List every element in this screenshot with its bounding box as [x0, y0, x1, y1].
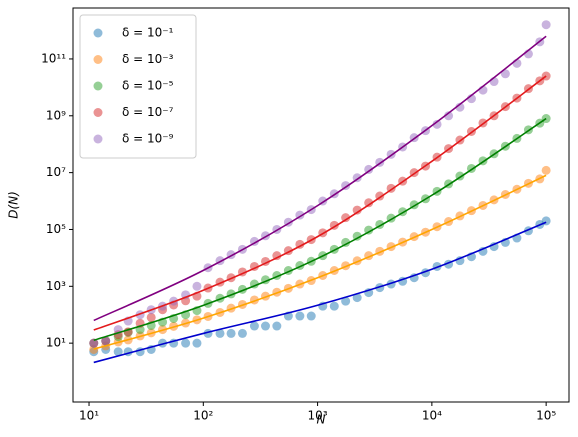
plot-area [89, 20, 551, 364]
x-tick-label: 10⁵ [536, 409, 556, 423]
point [432, 119, 442, 129]
fit-line [93, 174, 547, 350]
point [192, 281, 202, 291]
legend-marker [93, 55, 103, 64]
legend-marker [93, 28, 103, 38]
point [226, 328, 236, 338]
y-tick-label: 10¹ [46, 336, 66, 350]
point [541, 20, 551, 30]
y-tick-label: 10⁵ [46, 222, 66, 236]
fit-line [93, 117, 547, 342]
point [146, 312, 156, 322]
point [352, 205, 362, 215]
point [260, 321, 270, 331]
point [500, 69, 510, 79]
y-tick-label: 10³ [46, 279, 66, 293]
x-tick-label: 10¹ [79, 409, 99, 423]
point [295, 311, 305, 321]
point [113, 347, 123, 357]
legend-marker [93, 81, 103, 91]
legend: δ = 10⁻¹ δ = 10⁻³ δ = 10⁻⁵ δ = 10⁻⁷ δ = 10⁻⁹ [79, 14, 197, 159]
legend-marker [93, 134, 103, 144]
point [237, 328, 247, 338]
point [489, 242, 499, 252]
legend-box [79, 14, 197, 159]
fit-line [93, 35, 547, 322]
x-axis-label: N [317, 413, 326, 427]
y-axis-label: D(N) [7, 191, 21, 219]
point [364, 164, 374, 174]
y-tick-label: 10⁷ [46, 165, 66, 179]
point [306, 311, 316, 321]
legend-label: δ = 10⁻⁷ [122, 105, 174, 119]
y-tick-label: 10¹¹ [41, 51, 66, 65]
point [101, 336, 111, 346]
point [272, 321, 282, 331]
legend-label: δ = 10⁻¹ [122, 26, 174, 40]
point [249, 321, 259, 331]
x-tick-label: 10² [193, 409, 213, 423]
point [541, 165, 551, 175]
point [364, 225, 374, 235]
fit-line [93, 75, 547, 331]
fit-line [93, 221, 547, 364]
point [181, 338, 191, 348]
legend-label: δ = 10⁻⁵ [122, 79, 174, 93]
point [192, 338, 202, 348]
point [341, 296, 351, 306]
point [215, 328, 225, 338]
point [444, 111, 454, 121]
x-tick-label: 10³ [308, 409, 328, 423]
point [364, 198, 374, 208]
point [352, 231, 362, 241]
plot-frame [72, 7, 570, 403]
legend-label: δ = 10⁻³ [122, 52, 174, 66]
point [89, 344, 99, 354]
legend-marker [93, 108, 103, 117]
legend-label: δ = 10⁻⁹ [122, 132, 174, 146]
point [329, 301, 339, 311]
y-tick-label: 10⁹ [46, 108, 66, 122]
point [455, 102, 465, 112]
point [352, 293, 362, 303]
x-tick-label: 10⁴ [422, 409, 442, 423]
point [89, 338, 99, 348]
point [341, 213, 351, 223]
